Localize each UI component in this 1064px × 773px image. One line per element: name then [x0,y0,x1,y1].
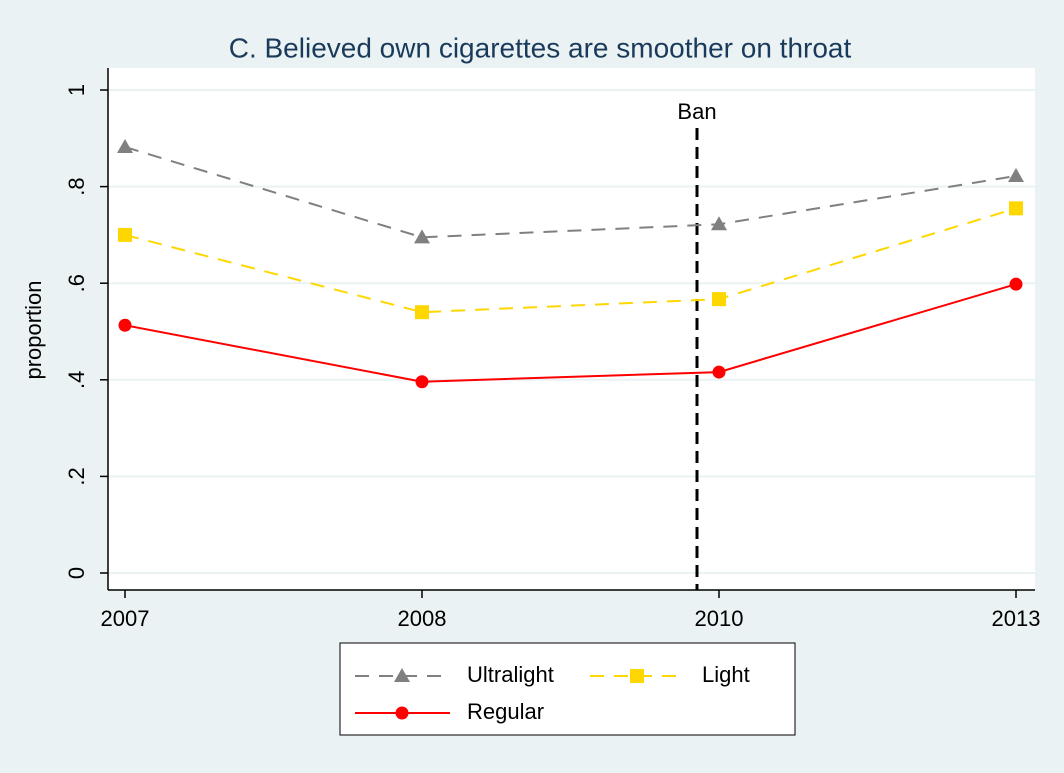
series-line [124,283,1017,383]
y-tick-label: .8 [64,177,89,195]
x-tick-label: 2007 [101,606,150,631]
plot-area [108,68,1035,590]
data-point [1009,277,1023,291]
legend-marker [630,669,644,683]
legend-label: Light [702,662,750,687]
data-point [117,138,133,153]
legend-label: Regular [467,699,544,724]
y-tick-label: 0 [64,567,89,579]
data-point [415,375,429,389]
data-point [118,318,132,332]
x-tick-label: 2008 [398,606,447,631]
data-point [711,216,727,231]
data-point [1009,201,1023,216]
y-tick-label: .2 [64,467,89,485]
annotation-label: Ban [677,99,716,124]
chart-title: C. Believed own cigarettes are smoother … [229,32,852,63]
data-point [1008,167,1024,182]
data-point [712,365,726,379]
data-point [414,229,430,244]
data-point [415,305,429,320]
series-line [124,146,1017,239]
y-tick-label: 1 [64,84,89,96]
x-tick-label: 2013 [992,606,1041,631]
legend-box [339,642,796,736]
x-tick-label: 2010 [695,606,744,631]
y-tick-label: .4 [64,371,89,389]
legend-marker [394,668,410,682]
legend-label: Ultralight [467,662,554,687]
y-axis-title: proportion [21,280,46,379]
data-point [712,292,726,307]
y-tick-label: .6 [64,274,89,292]
series-line [124,207,1017,314]
legend-marker [395,706,409,720]
data-point [118,227,132,242]
